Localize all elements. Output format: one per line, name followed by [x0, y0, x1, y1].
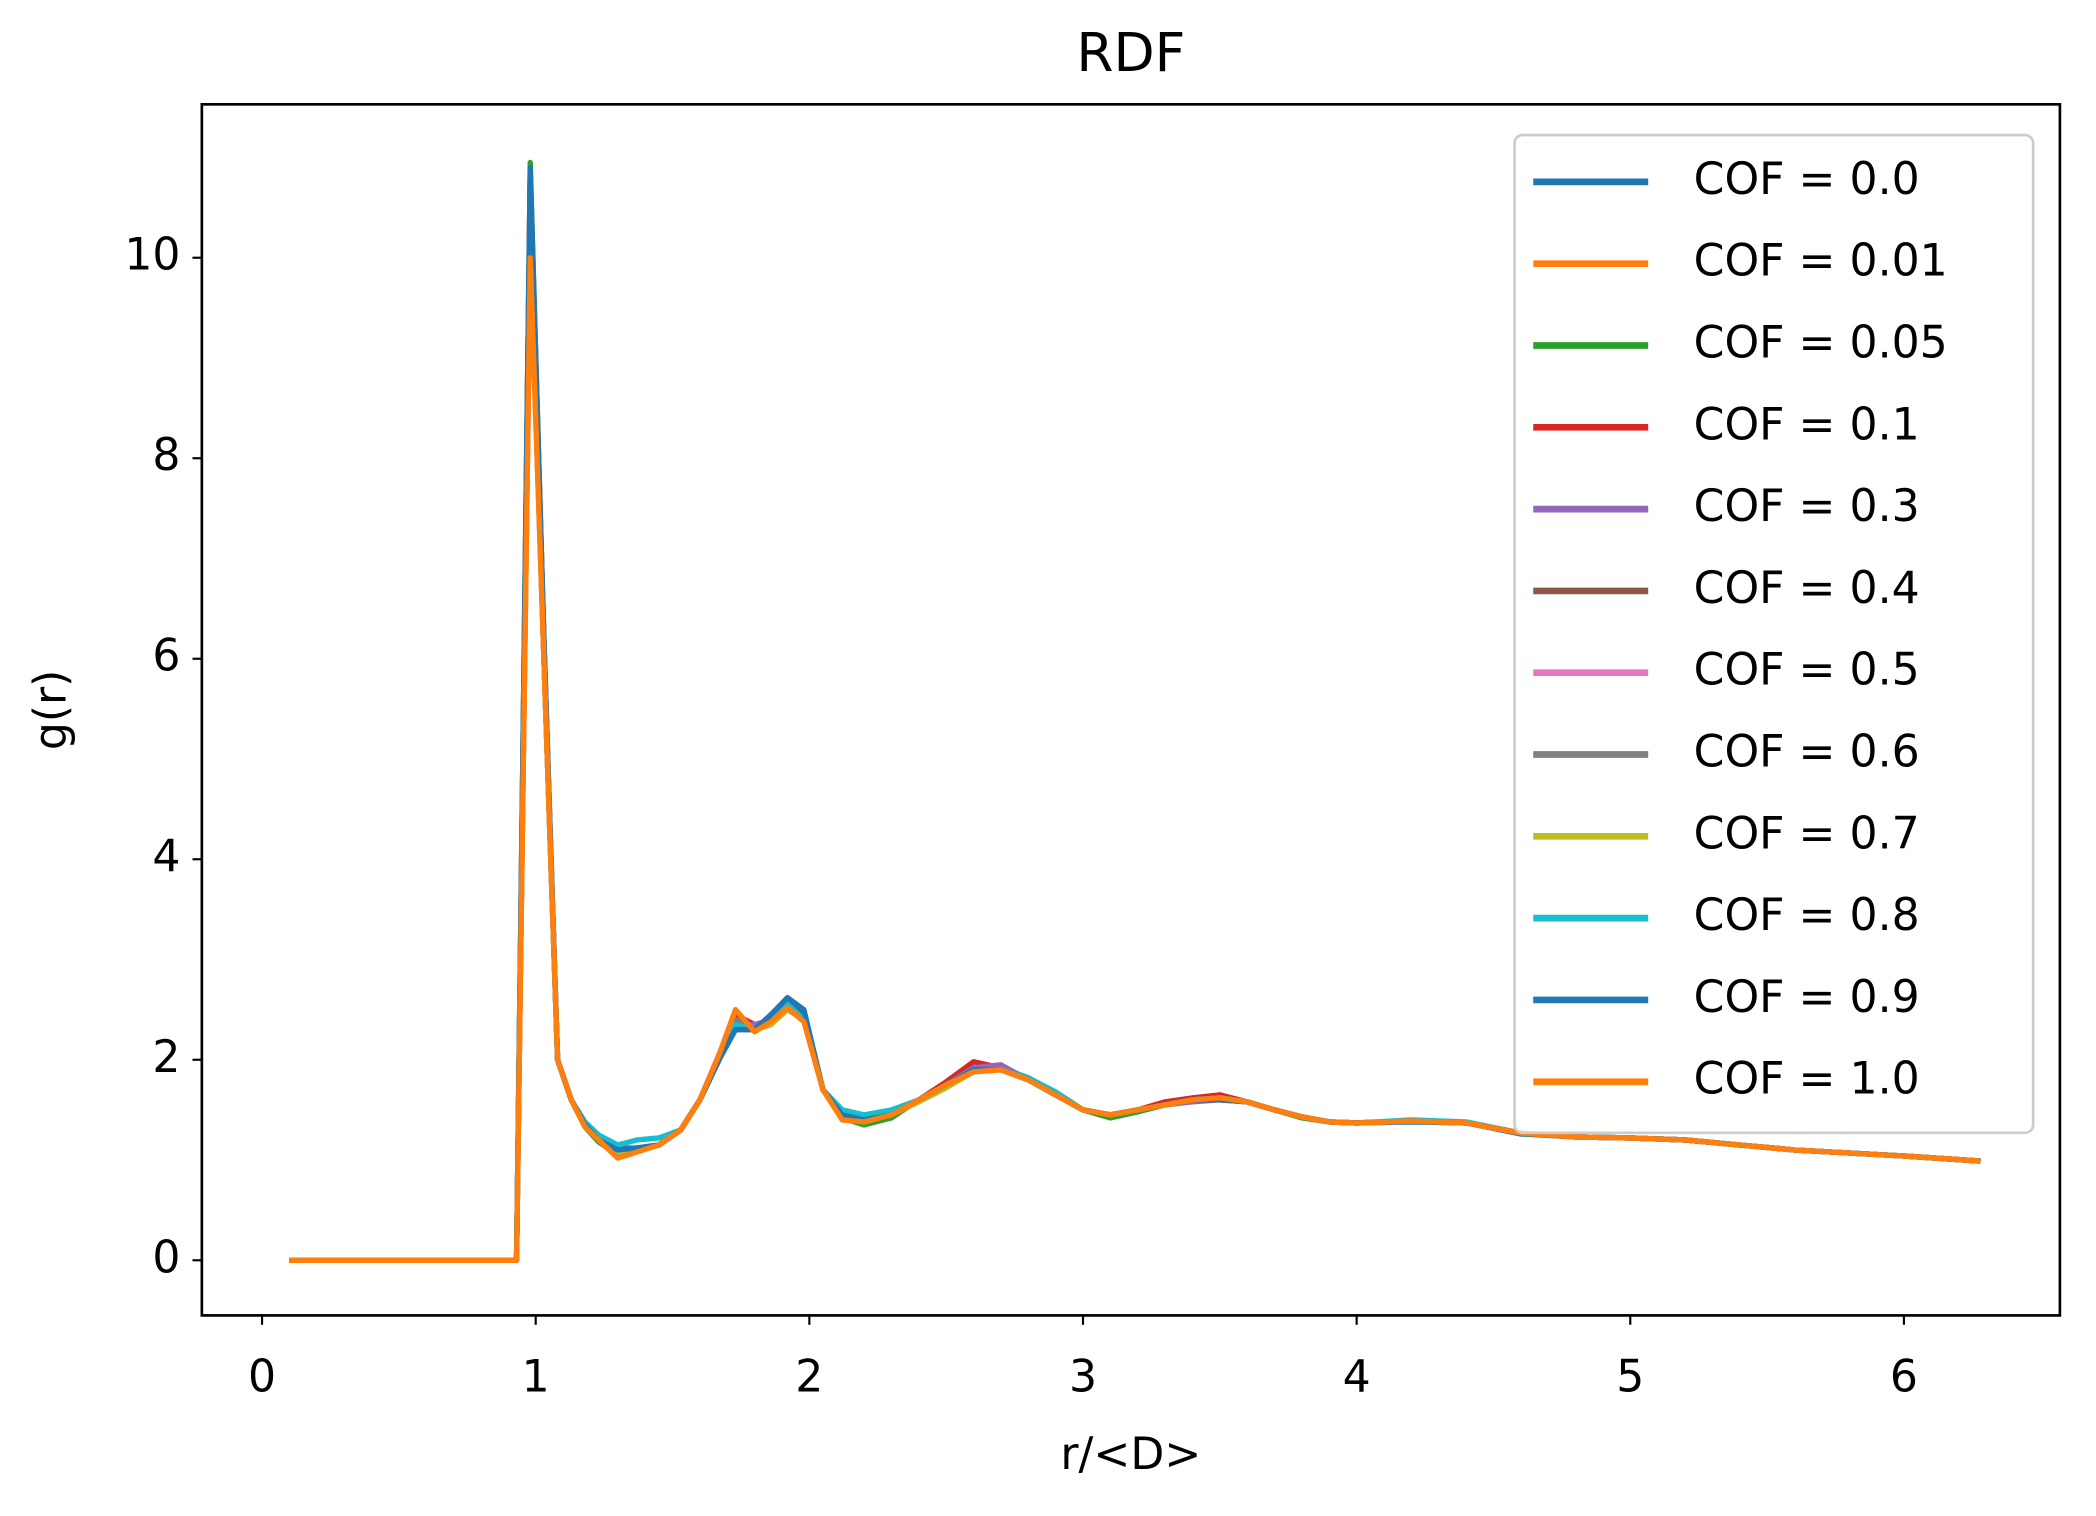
chart-title: RDF [1076, 21, 1185, 84]
legend-label: COF = 0.9 [1694, 972, 1920, 1023]
legend-label: COF = 0.7 [1694, 808, 1920, 859]
legend-label: COF = 0.4 [1694, 563, 1920, 614]
legend-label: COF = 0.05 [1694, 317, 1948, 368]
x-tick-label: 0 [248, 1352, 276, 1403]
legend-label: COF = 0.01 [1694, 236, 1948, 287]
y-tick-label: 0 [152, 1232, 180, 1283]
x-tick-label: 4 [1343, 1352, 1371, 1403]
series-line [289, 255, 1981, 1263]
legend-label: COF = 0.0 [1694, 154, 1920, 205]
legend-label: COF = 0.5 [1694, 645, 1920, 696]
x-tick-label: 2 [795, 1352, 823, 1403]
x-tick-label: 5 [1616, 1352, 1644, 1403]
legend-label: COF = 1.0 [1694, 1054, 1920, 1105]
y-tick-label: 2 [152, 1032, 180, 1083]
y-tick-label: 10 [124, 230, 180, 281]
y-tick-label: 4 [152, 831, 180, 882]
x-tick-label: 1 [522, 1352, 550, 1403]
y-tick-label: 6 [152, 631, 180, 682]
y-tick-label: 8 [152, 430, 180, 481]
plot-frame [200, 103, 2062, 1317]
y-axis-label: g(r) [25, 670, 76, 751]
legend-box [1513, 133, 2035, 1135]
legend-label: COF = 0.6 [1694, 727, 1920, 778]
x-tick-label: 6 [1890, 1352, 1918, 1403]
legend-label: COF = 0.3 [1694, 481, 1920, 532]
legend-label: COF = 0.8 [1694, 890, 1920, 941]
x-tick-label: 3 [1069, 1352, 1097, 1403]
x-axis-label: r/<D> [1060, 1429, 1201, 1480]
legend-label: COF = 0.1 [1694, 399, 1920, 450]
